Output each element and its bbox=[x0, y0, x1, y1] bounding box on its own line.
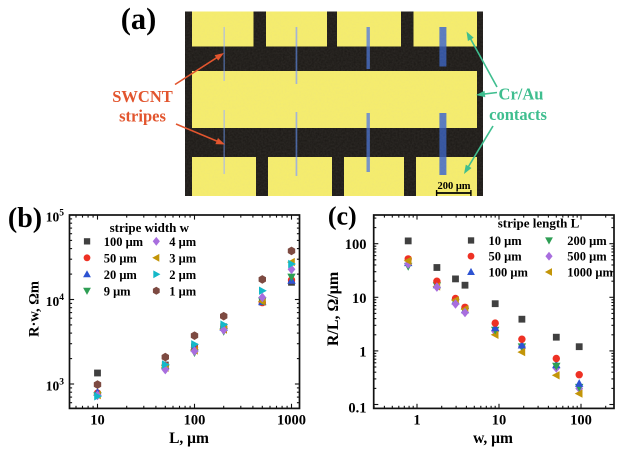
svg-text:10: 10 bbox=[90, 413, 105, 429]
svg-text:1: 1 bbox=[413, 413, 420, 429]
svg-text:SWCNT: SWCNT bbox=[112, 87, 173, 106]
svg-text:105: 105 bbox=[46, 209, 65, 225]
svg-text:stripe width w: stripe width w bbox=[110, 220, 190, 235]
svg-text:1000 μm: 1000 μm bbox=[567, 266, 613, 280]
svg-text:0.1: 0.1 bbox=[348, 401, 366, 417]
svg-text:(b): (b) bbox=[8, 203, 42, 234]
svg-text:10: 10 bbox=[492, 413, 507, 429]
svg-text:200 μm: 200 μm bbox=[437, 181, 470, 192]
svg-text:(a): (a) bbox=[121, 2, 157, 36]
svg-text:100 μm: 100 μm bbox=[104, 235, 144, 249]
svg-text:stripes: stripes bbox=[119, 106, 166, 125]
svg-text:1 μm: 1 μm bbox=[169, 284, 196, 298]
svg-text:(c): (c) bbox=[328, 202, 357, 231]
svg-text:2 μm: 2 μm bbox=[169, 268, 196, 282]
svg-text:200 μm: 200 μm bbox=[567, 234, 607, 248]
svg-text:100: 100 bbox=[345, 237, 367, 253]
svg-text:R/L, Ω/μm: R/L, Ω/μm bbox=[325, 271, 342, 346]
svg-text:1: 1 bbox=[359, 344, 366, 360]
svg-text:100: 100 bbox=[184, 413, 206, 429]
svg-text:Cr/Au: Cr/Au bbox=[499, 85, 544, 104]
svg-text:100: 100 bbox=[570, 413, 592, 429]
svg-text:50 μm: 50 μm bbox=[489, 250, 523, 264]
svg-text:20 μm: 20 μm bbox=[104, 268, 138, 282]
svg-text:stripe length L: stripe length L bbox=[498, 216, 580, 231]
svg-text:1000: 1000 bbox=[277, 413, 306, 429]
svg-text:50 μm: 50 μm bbox=[104, 251, 138, 265]
svg-text:104: 104 bbox=[46, 293, 65, 309]
svg-text:4 μm: 4 μm bbox=[169, 235, 196, 249]
svg-text:3 μm: 3 μm bbox=[169, 251, 196, 265]
svg-text:100 μm: 100 μm bbox=[489, 266, 529, 280]
svg-text:w, μm: w, μm bbox=[473, 430, 513, 447]
svg-text:10 μm: 10 μm bbox=[489, 234, 523, 248]
svg-text:500 μm: 500 μm bbox=[567, 250, 607, 264]
svg-text:R·w, Ωm: R·w, Ωm bbox=[27, 281, 43, 337]
svg-text:9 μm: 9 μm bbox=[104, 284, 131, 298]
svg-text:103: 103 bbox=[46, 378, 65, 394]
svg-text:10: 10 bbox=[352, 291, 367, 307]
svg-text:contacts: contacts bbox=[489, 105, 547, 124]
svg-text:L, μm: L, μm bbox=[169, 430, 209, 447]
